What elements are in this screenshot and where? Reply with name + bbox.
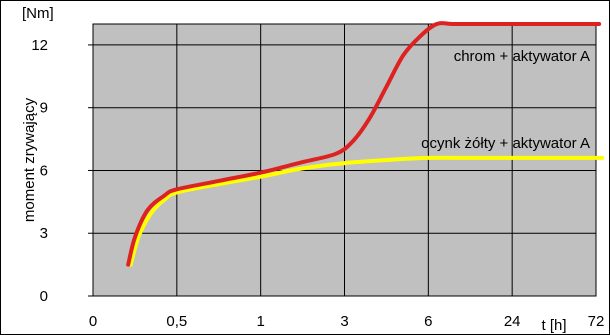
y-tick-label: 6	[40, 162, 48, 179]
series-label-chrom: chrom + aktywator A	[454, 48, 590, 65]
x-tick-label: 1	[256, 313, 264, 330]
series-label-ocynk: ocynk żółty + aktywator A	[421, 135, 590, 152]
y-unit-label: [Nm]	[22, 5, 54, 22]
series-line-ocynk	[128, 155, 605, 267]
x-tick-label: 0	[89, 313, 97, 330]
x-tick-label: 6	[424, 313, 432, 330]
x-tick-label: 24	[504, 313, 521, 330]
x-tick-labels: 0 0,5 1 3 6 24 72	[89, 313, 605, 330]
y-axis-title: moment zrywający	[21, 97, 38, 222]
y-tick-label: 0	[40, 288, 48, 305]
y-tick-labels: 0 3 6 9 12	[31, 37, 93, 305]
y-tick-label: 3	[40, 225, 48, 242]
chart-labels: chrom + aktywator A ocynk żółty + aktywat…	[21, 5, 590, 334]
x-tick-label: 3	[340, 313, 348, 330]
x-tick-label: 0,5	[166, 313, 187, 330]
x-axis-title: t [h]	[541, 317, 566, 334]
y-tick-label: 12	[31, 37, 48, 54]
series-lines	[126, 21, 605, 267]
y-tick-label: 9	[40, 100, 48, 117]
series-line-chrom	[126, 21, 602, 267]
gridlines	[93, 24, 596, 296]
x-tick-label: 72	[588, 313, 605, 330]
